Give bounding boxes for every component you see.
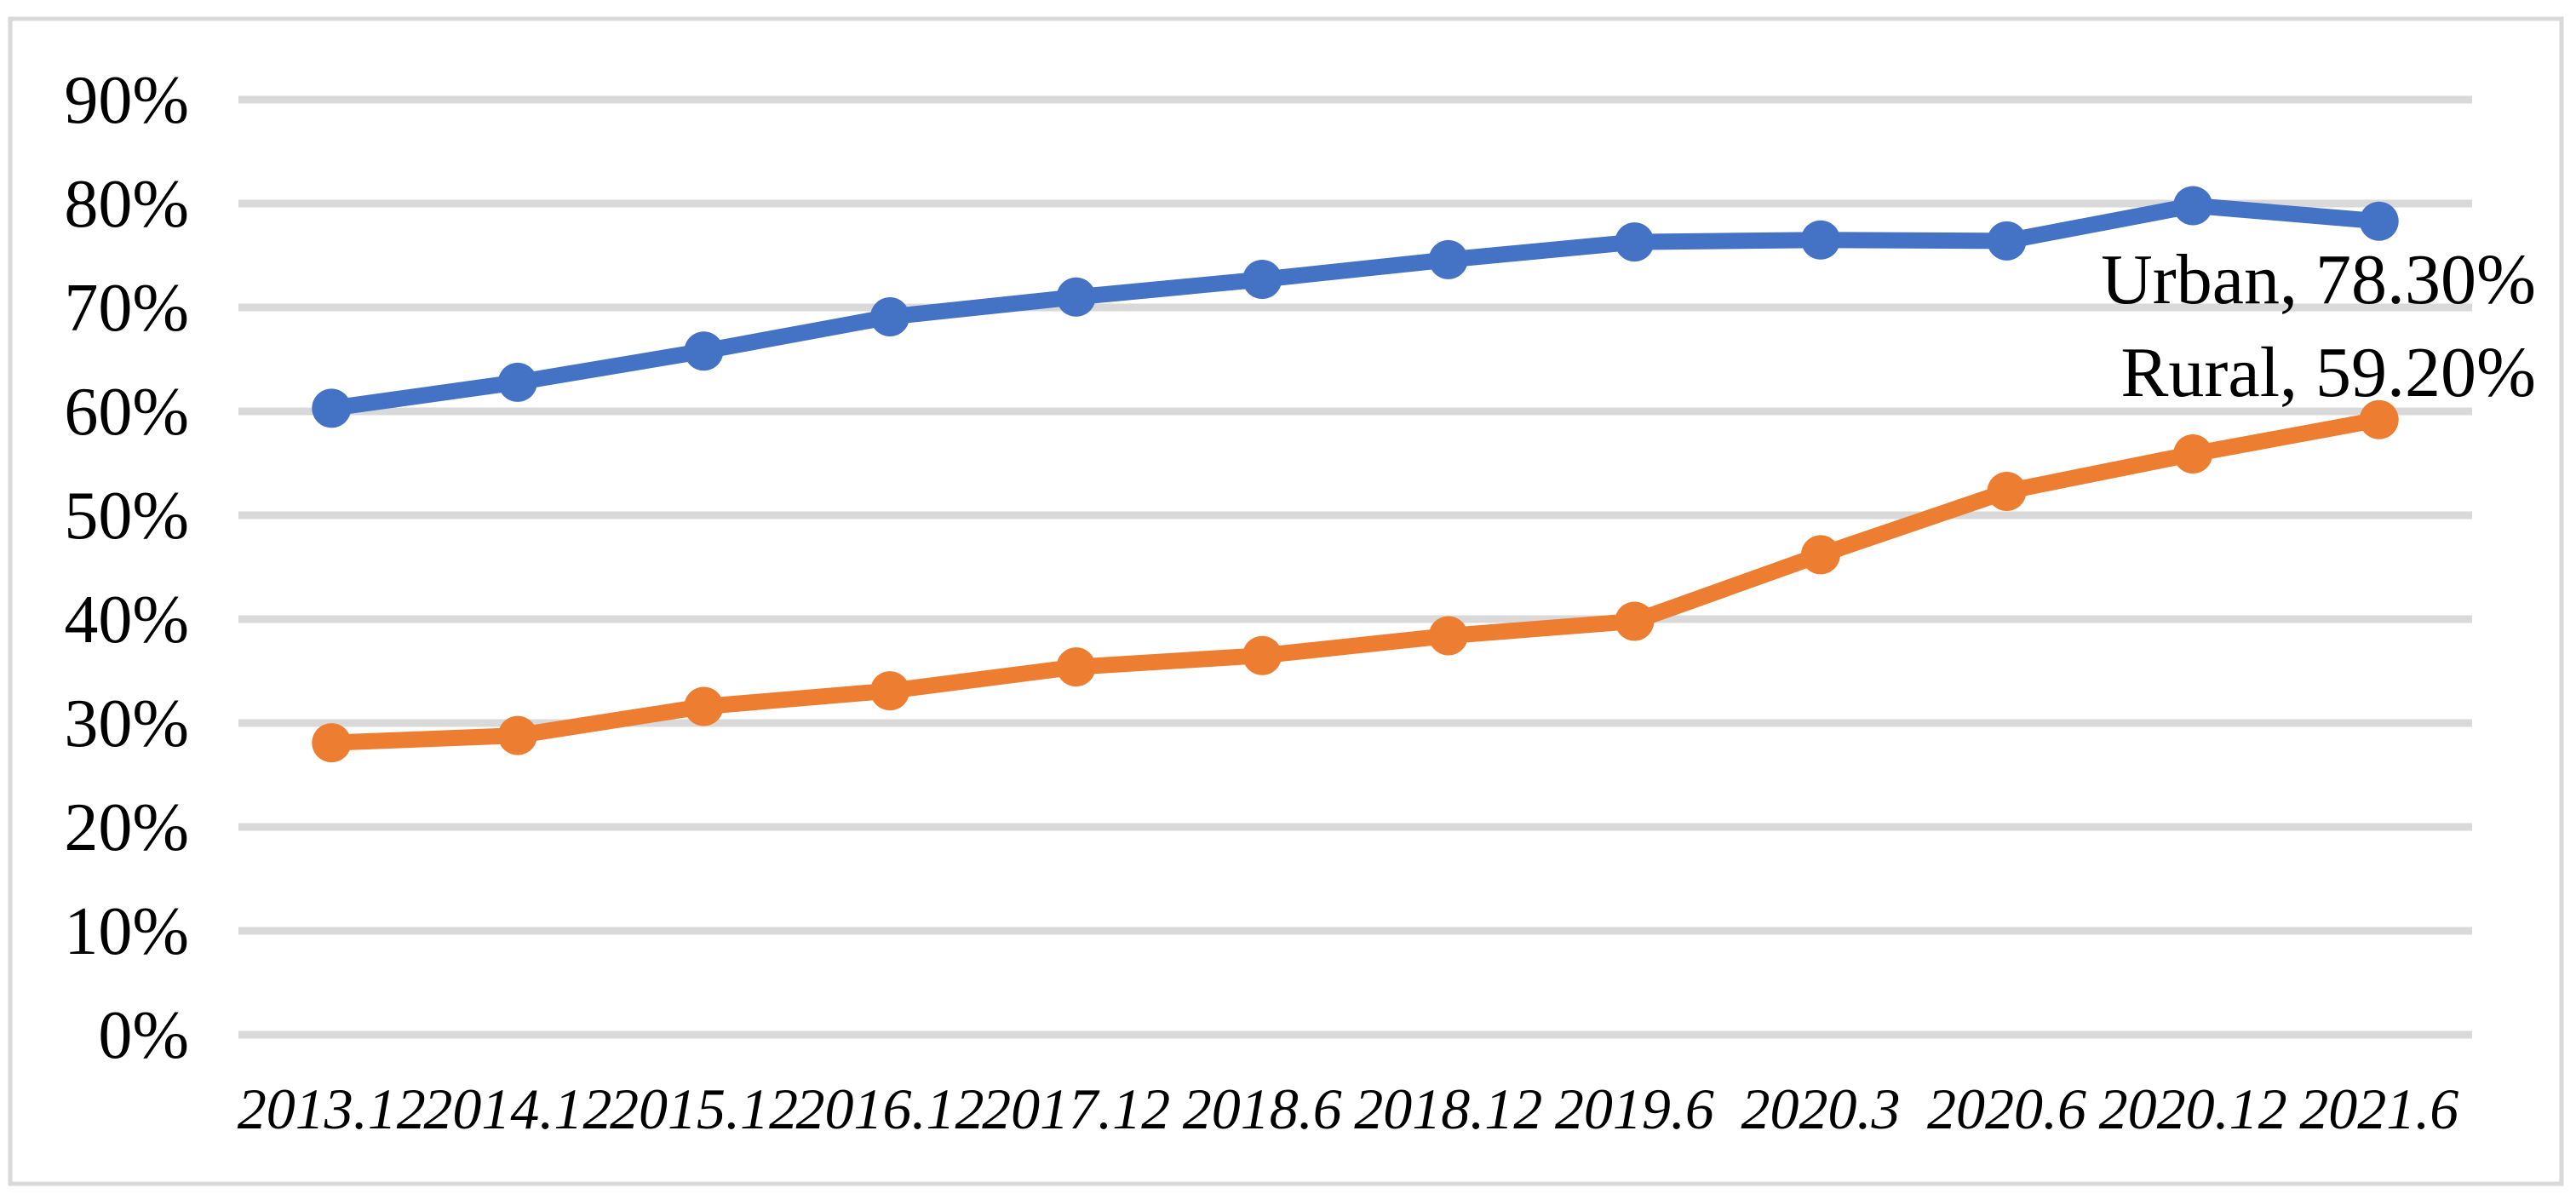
urban-data-point-marker <box>2173 186 2213 226</box>
y-axis-tick-label: 0% <box>98 998 189 1073</box>
rural-data-point-marker <box>1800 535 1840 575</box>
rural-data-point-marker <box>1242 635 1282 675</box>
urban-series-data-label: Urban, 78.30% <box>2101 240 2536 319</box>
urban-data-point-marker <box>1615 222 1655 262</box>
urban-data-point-marker <box>2359 201 2399 241</box>
y-axis-tick-label: 80% <box>64 167 189 242</box>
urban-data-point-marker <box>870 296 910 336</box>
urban-data-point-marker <box>1800 220 1840 260</box>
urban-data-point-marker <box>312 388 352 428</box>
urban-series-line <box>323 197 2388 416</box>
urban-data-point-marker <box>1428 239 1468 279</box>
x-axis-category-label: 2016.12 <box>796 1076 984 1141</box>
y-axis-tick-label: 10% <box>64 894 189 969</box>
rural-series-data-label: Rural, 59.20% <box>2120 333 2536 412</box>
x-axis-category-label: 2014.12 <box>423 1076 611 1141</box>
x-axis-category-label: 2021.6 <box>2299 1076 2458 1141</box>
x-axis-category-label: 2020.12 <box>2099 1076 2287 1141</box>
x-axis-category-label: 2013.12 <box>238 1076 426 1141</box>
chart-border <box>8 16 2564 1186</box>
rural-data-point-marker <box>684 686 724 726</box>
rural-series-line <box>323 411 2388 751</box>
rural-data-point-marker <box>2173 434 2213 474</box>
y-axis-labels-group: 0% 10% 20% 30% 40% 50% 60% 70% 80% 90% <box>64 63 189 1073</box>
x-axis-category-label: 2020.6 <box>1927 1076 2086 1141</box>
y-axis-tick-label: 20% <box>64 790 189 865</box>
x-axis-category-label: 2017.12 <box>982 1076 1170 1141</box>
y-axis-tick-label: 90% <box>64 63 189 138</box>
y-axis-tick-label: 60% <box>64 375 189 450</box>
y-axis-tick-label: 70% <box>64 271 189 346</box>
x-axis-category-label: 2018.12 <box>1354 1076 1542 1141</box>
y-axis-tick-label: 50% <box>64 479 189 554</box>
rural-data-point-marker <box>870 671 910 711</box>
urban-data-point-marker <box>1987 221 2027 261</box>
rural-data-point-marker <box>2359 399 2399 439</box>
series-group <box>312 186 2399 763</box>
urban-data-point-marker <box>684 331 724 371</box>
x-axis-category-label: 2015.12 <box>610 1076 798 1141</box>
rural-data-point-marker <box>1428 616 1468 656</box>
y-axis-tick-label: 30% <box>64 686 189 761</box>
x-axis-category-label: 2020.3 <box>1741 1076 1900 1141</box>
rural-data-point-marker <box>1987 471 2027 511</box>
rural-data-point-marker <box>312 723 352 763</box>
urban-data-point-marker <box>497 362 537 402</box>
x-axis-category-label: 2019.6 <box>1555 1076 1714 1141</box>
urban-data-point-marker <box>1242 260 1282 300</box>
rural-data-point-marker <box>1615 601 1655 641</box>
urban-data-point-marker <box>1056 277 1096 317</box>
rural-data-point-marker <box>1056 647 1096 687</box>
y-axis-tick-label: 40% <box>64 583 189 657</box>
x-axis-category-label: 2018.6 <box>1183 1076 1342 1141</box>
rural-data-point-marker <box>497 715 537 755</box>
